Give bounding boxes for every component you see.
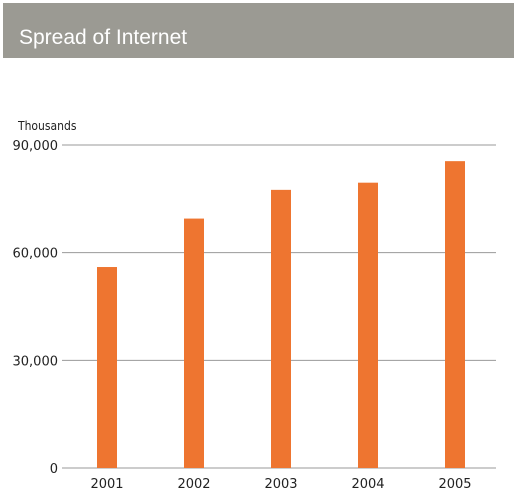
y-tick-labels: 0 30,000 60,000 90,000: [13, 139, 59, 477]
x-tick-label-2001: 2001: [90, 477, 123, 492]
bar-2003: [271, 189, 291, 468]
x-tick-label-2005: 2005: [438, 477, 471, 492]
y-tick-label: 0: [50, 462, 58, 477]
chart-header: Spread of Internet: [3, 3, 514, 58]
y-tick-label: 30,000: [13, 354, 59, 369]
x-tick-label-2004: 2004: [351, 477, 384, 492]
bar-2005: [445, 161, 465, 468]
bar-2001: [97, 267, 117, 468]
y-tick-label: 90,000: [13, 139, 59, 154]
bar-2004: [358, 182, 378, 468]
bar-2002: [184, 218, 204, 468]
y-axis-unit-label: Thousands: [17, 119, 77, 133]
x-tick-label-2002: 2002: [177, 477, 210, 492]
chart-title: Spread of Internet: [19, 26, 188, 49]
bars: [97, 161, 465, 468]
x-tick-labels: 2001 2002 2003 2004 2005: [90, 477, 471, 492]
x-tick-label-2003: 2003: [264, 477, 297, 492]
y-tick-label: 60,000: [13, 247, 59, 262]
